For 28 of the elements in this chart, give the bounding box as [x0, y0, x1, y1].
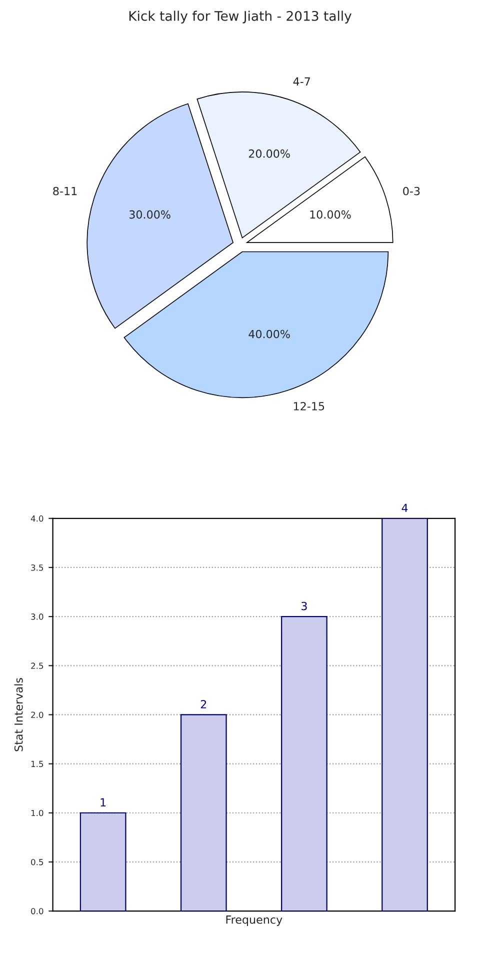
bar [382, 518, 428, 912]
chart-title: Kick tally for Tew Jiath - 2013 tally [129, 10, 352, 24]
y-tick-label: 0.0 [31, 908, 44, 914]
data-label: 2 [200, 700, 206, 708]
data-label: 30.00% [129, 210, 170, 219]
bar [281, 616, 328, 912]
y-axis-title: Stat Intervals [14, 678, 23, 752]
y-tick-label: 0.5 [31, 858, 44, 866]
y-tick-label: 1.0 [31, 810, 44, 816]
bar [180, 714, 227, 912]
data-label: 1 [100, 798, 106, 806]
data-label: 3 [302, 602, 307, 610]
data-label: 4 [402, 504, 408, 512]
data-label: 20.00% [248, 149, 290, 158]
y-tick-label: 3.5 [31, 564, 44, 571]
slice-label: 0-3 [403, 186, 420, 196]
y-tick-label: 2.5 [31, 662, 44, 669]
slice-label: 12-15 [294, 402, 324, 410]
y-tick-label: 3.0 [31, 614, 44, 620]
x-axis-title: Frequency [226, 916, 282, 926]
y-tick-label: 1.5 [31, 760, 44, 768]
y-tick-label: 2.0 [31, 712, 44, 718]
bar [80, 812, 126, 912]
slice-label: 8-11 [53, 186, 77, 196]
slice-label: 4-7 [293, 77, 310, 86]
data-label: 40.00% [248, 330, 290, 338]
y-tick-label: 4.0 [30, 515, 44, 522]
data-label: 10.00% [310, 210, 351, 219]
